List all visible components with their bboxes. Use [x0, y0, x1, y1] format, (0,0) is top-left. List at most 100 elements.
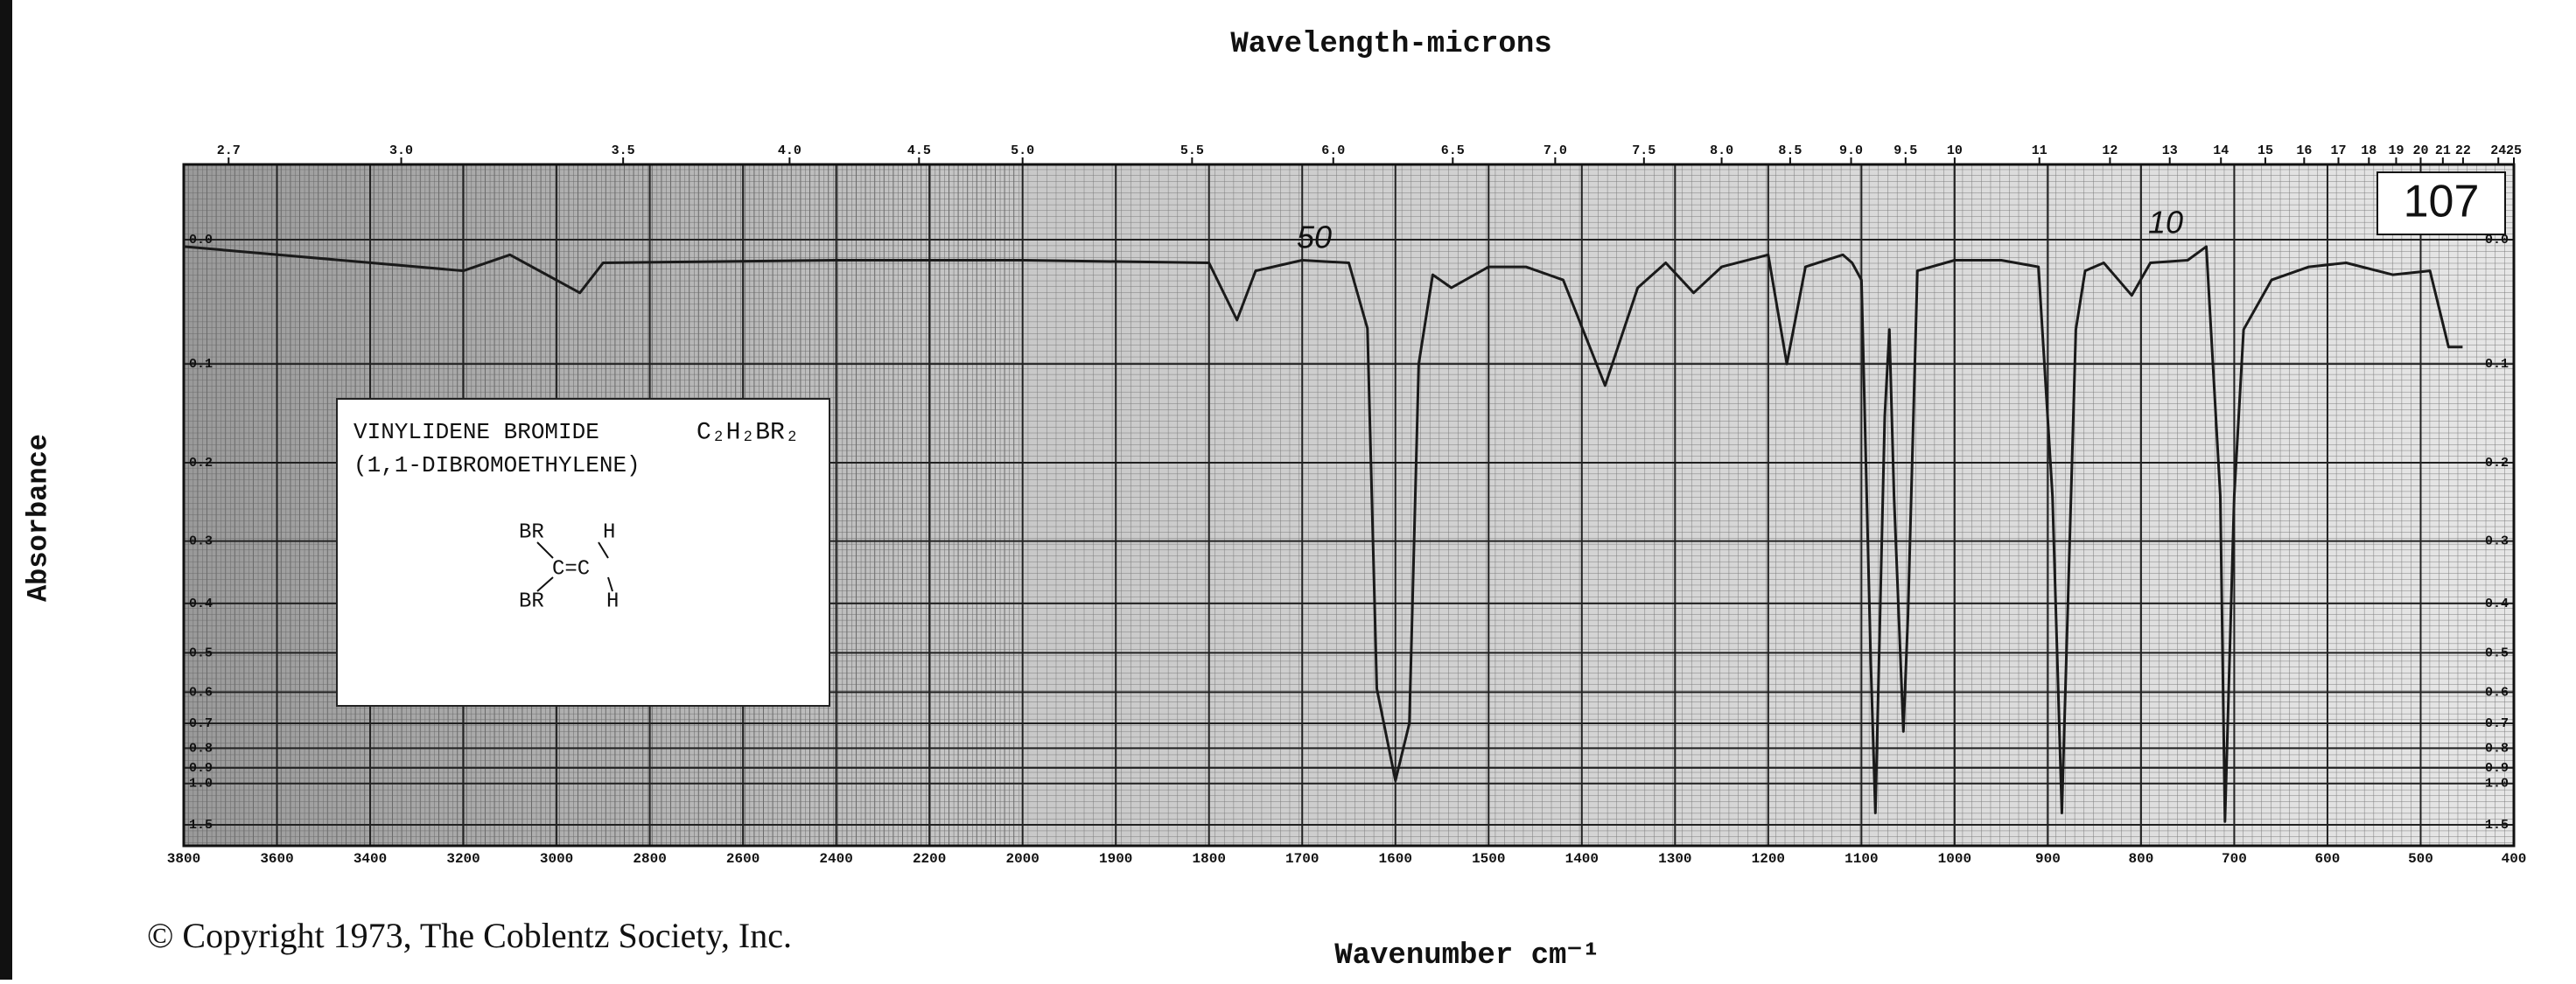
structure-atom: C=C [552, 557, 590, 581]
structure-atom: H [606, 590, 619, 613]
chart-paper-grid [1018, 164, 2514, 846]
y-tick-label: 0.4 [189, 597, 213, 611]
x2-tick-label: 4.5 [907, 143, 931, 158]
x2-tick-label: 3.5 [612, 143, 635, 158]
compound-panel [336, 398, 830, 707]
y-tick-label: 0.2 [189, 456, 213, 471]
x-tick-label: 2000 [1005, 851, 1039, 867]
x2-tick-label: 17 [2330, 143, 2346, 158]
x2-tick-label: 11 [2032, 143, 2048, 158]
x2-tick-label: 8.5 [1778, 143, 1802, 158]
x-tick-label: 1200 [1752, 851, 1785, 867]
x-tick-label: 600 [2315, 851, 2341, 867]
plot-frame [182, 163, 2516, 848]
x2-tick-label: 19 [2388, 143, 2404, 158]
x-tick-label: 1300 [1658, 851, 1691, 867]
x2-tick-label: 22 [2455, 143, 2471, 158]
x-tick-label: 500 [2408, 851, 2433, 867]
x2-tick-label: 3.0 [389, 143, 413, 158]
x2-tick-label: 10 [1947, 143, 1963, 158]
y-tick-label: 0.4 [2485, 597, 2509, 611]
x2-tick-label: 2.7 [217, 143, 241, 158]
y-tick-label: 0.8 [2485, 741, 2509, 756]
spectrum-number: 107 [2404, 177, 2480, 227]
y-tick-label: 0.0 [189, 233, 213, 248]
x-tick-label: 2800 [633, 851, 666, 867]
x2-tick-label: 5.0 [1011, 143, 1034, 158]
structure-atom: H [603, 520, 615, 544]
x-tick-label: 3600 [260, 851, 293, 867]
x2-tick-label: 9.5 [1894, 143, 1917, 158]
x-tick-label: 1100 [1844, 851, 1878, 867]
x-tick-label: 3800 [167, 851, 200, 867]
x2-tick-label: 7.0 [1544, 143, 1567, 158]
y-tick-label: 0.6 [2485, 685, 2509, 700]
annotation: 50 [1297, 220, 1332, 255]
compound-formula: C₂H₂BR₂ [696, 419, 800, 446]
x2-tick-label: 12 [2102, 143, 2118, 158]
y-tick-label: 0.1 [189, 357, 213, 372]
compound-box: VINYLIDENE BROMIDE C₂H₂BR₂ (1,1-DIBROMOE… [336, 398, 830, 707]
y-tick-label: 1.0 [189, 777, 213, 792]
y-tick-label: 0.6 [189, 685, 213, 700]
y-tick-label: 0.5 [2485, 646, 2509, 660]
x2-tick-label: 7.5 [1632, 143, 1656, 158]
x-tick-label: 3200 [446, 851, 480, 867]
scan-edge [0, 0, 12, 980]
x-tick-label: 400 [2502, 851, 2527, 867]
y-tick-label: 0.7 [2485, 716, 2509, 731]
x2-tick-label: 15 [2258, 143, 2273, 158]
x-tick-label: 800 [2129, 851, 2154, 867]
x-tick-label: 2600 [726, 851, 760, 867]
x-tick-label: 3000 [540, 851, 573, 867]
x2-tick-label: 20 [2412, 143, 2428, 158]
y-tick-label: 0.3 [2485, 534, 2509, 549]
x-tick-label: 700 [2222, 851, 2247, 867]
x2-tick-label: 9.0 [1839, 143, 1863, 158]
x2-tick-label: 13 [2162, 143, 2178, 158]
y-tick-label: 0.7 [189, 716, 213, 731]
y-tick-label: 0.2 [2485, 456, 2509, 471]
y-tick-label: 1.0 [2485, 777, 2509, 792]
x2-tick-label: 25 [2506, 143, 2522, 158]
y-tick-label: 0.3 [189, 534, 213, 549]
annotation: 10 [2148, 205, 2183, 241]
x2-tick-label: 21 [2435, 143, 2451, 158]
x2-axis-title: Wavelength-microns [1230, 28, 1551, 61]
x-tick-label: 1600 [1379, 851, 1412, 867]
y-tick-label: 0.9 [2485, 761, 2509, 776]
x-tick-label: 1400 [1565, 851, 1599, 867]
x-tick-label: 900 [2035, 851, 2061, 867]
x-tick-label: 1700 [1285, 851, 1319, 867]
compound-name: VINYLIDENE BROMIDE [354, 419, 599, 445]
compound-synonym: (1,1-DIBROMOETHYLENE) [354, 452, 640, 478]
y-tick-label: 1.5 [2485, 818, 2509, 833]
y-tick-label: 0.8 [189, 741, 213, 756]
y-tick-label: 0.9 [189, 761, 213, 776]
x-tick-label: 3400 [354, 851, 387, 867]
x2-tick-label: 6.0 [1321, 143, 1345, 158]
x-tick-label: 2400 [819, 851, 852, 867]
y-axis-title: Absorbance [22, 434, 54, 602]
x2-tick-label: 5.5 [1180, 143, 1204, 158]
x2-tick-label: 18 [2361, 143, 2376, 158]
x2-tick-label: 8.0 [1710, 143, 1733, 158]
x2-tick-label: 16 [2296, 143, 2312, 158]
spectrum-number-box [2376, 171, 2506, 235]
structure-atom: BR [519, 590, 544, 613]
x2-tick-label: 6.5 [1441, 143, 1465, 158]
x2-tick-label: 4.0 [778, 143, 802, 158]
y-tick-label: 1.5 [189, 818, 213, 833]
structure-bonds [536, 541, 613, 592]
x-tick-label: 1900 [1099, 851, 1132, 867]
y-tick-label: 0.5 [189, 646, 213, 660]
x-tick-label: 1800 [1193, 851, 1226, 867]
copyright: © Copyright 1973, The Coblentz Society, … [147, 916, 792, 955]
x2-tick-label: 14 [2213, 143, 2229, 158]
x2-tick-label: 24 [2490, 143, 2506, 158]
x-axis-title: Wavenumber cm⁻¹ [1334, 939, 1600, 973]
x-tick-label: 2200 [913, 851, 946, 867]
y-tick-label: 0.1 [2485, 357, 2509, 372]
